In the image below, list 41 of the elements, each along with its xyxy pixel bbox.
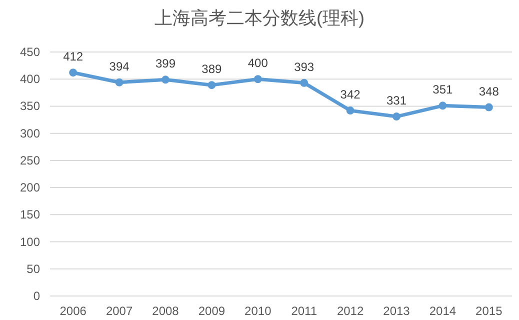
x-tick-label: 2009 [198,304,226,318]
x-tick-label: 2013 [383,304,410,318]
y-tick-label: 50 [26,262,40,276]
point [300,78,308,87]
x-tick-label: 2011 [291,304,318,318]
point [162,76,170,84]
y-tick-label: 150 [20,208,40,222]
chart-title: 上海高考二本分数线(理科) [154,8,364,28]
y-tick-label: 400 [20,72,40,86]
point [69,68,78,77]
point [392,112,400,121]
point [208,81,216,90]
data-label: 393 [294,60,314,74]
x-tick-label: 2015 [476,304,503,318]
y-tick-label: 450 [20,45,40,59]
data-label: 400 [248,56,268,70]
data-label: 348 [478,84,500,98]
x-tick-label: 2008 [152,304,180,318]
point [484,103,493,112]
x-tick-label: 2006 [60,304,87,318]
y-tick-label: 0 [33,289,40,303]
x-tick-label: 2007 [106,304,133,318]
point [438,102,447,110]
data-label: 342 [340,88,361,102]
y-tick-label: 200 [20,180,40,195]
data-label: 394 [109,59,130,74]
y-tick-label: 100 [20,234,40,249]
point [254,75,262,84]
x-tick-label: 2014 [429,304,456,318]
y-tick-label: 250 [20,153,40,168]
data-label: 412 [63,50,84,64]
x-tick-label: 2012 [336,304,364,318]
point [346,106,354,115]
data-label: 331 [386,94,407,108]
point [115,78,124,86]
y-tick-label: 300 [20,126,40,140]
x-tick-label: 2010 [244,304,272,318]
y-tick-label: 350 [20,99,40,114]
data-label: 399 [155,56,176,71]
data-label: 351 [432,82,454,97]
data-label: 389 [202,62,222,76]
